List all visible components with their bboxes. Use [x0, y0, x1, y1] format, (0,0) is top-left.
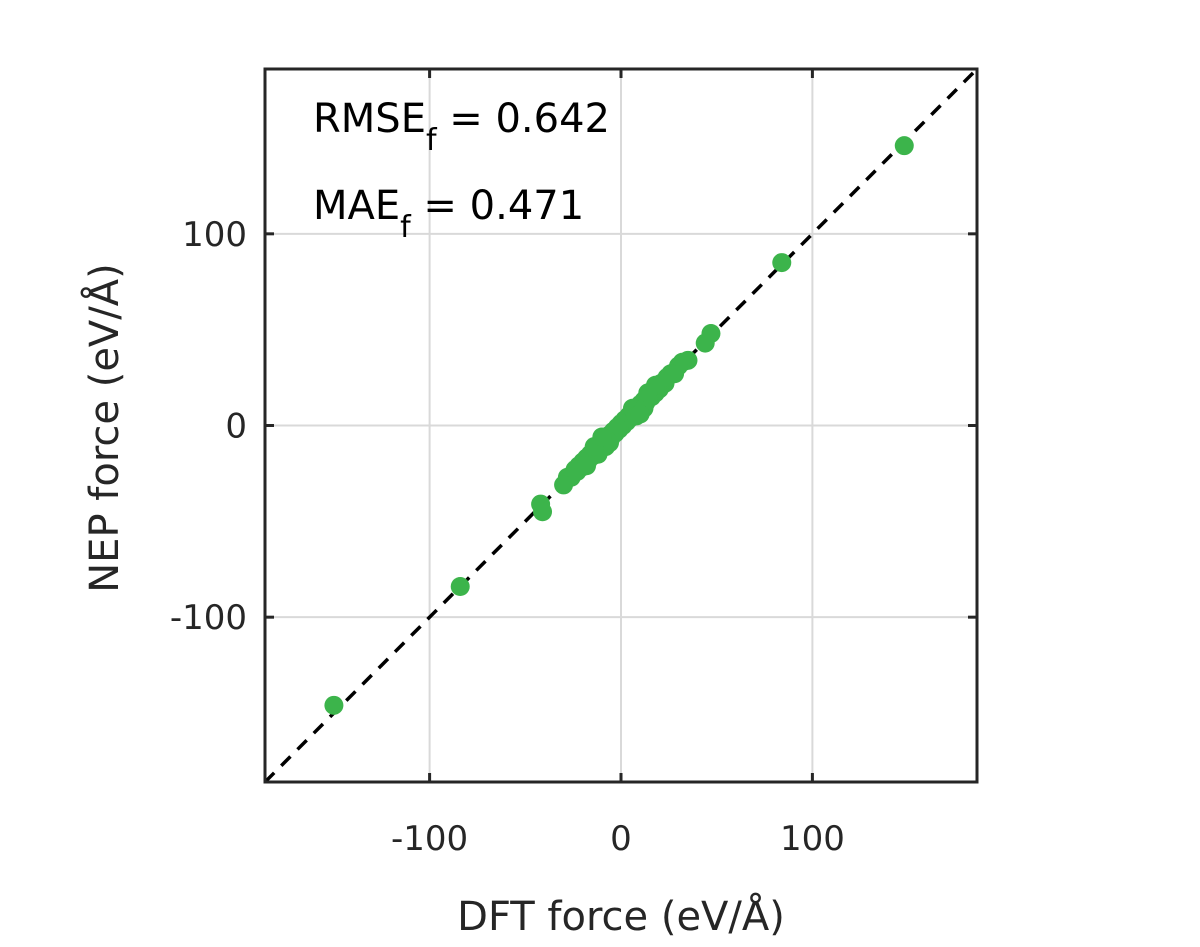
- data-point-68: [638, 383, 658, 403]
- x-tick-label-0: -100: [391, 819, 468, 859]
- x-tick-label-1: 0: [610, 819, 632, 859]
- mae-annotation-value: = 0.471: [411, 183, 584, 229]
- tick-labels: -100 0 100 -100 0 100: [170, 215, 845, 859]
- data-point-70: [630, 404, 650, 424]
- data-point-1: [772, 253, 792, 273]
- mae-annotation-subscript: f: [400, 210, 412, 245]
- mae-annotation-name: MAE: [313, 183, 400, 229]
- rmse-annotation-subscript: f: [426, 123, 438, 158]
- data-point-3: [695, 333, 715, 353]
- x-tick-label-2: 100: [780, 819, 845, 859]
- data-point-71: [592, 427, 612, 447]
- data-point-74: [450, 577, 470, 596]
- y-tick-label-1: 0: [225, 407, 247, 447]
- x-axis-label: DFT force (eV/Å): [457, 892, 785, 940]
- rmse-annotation-name: RMSE: [313, 96, 426, 142]
- y-axis-label: NEP force (eV/Å): [80, 263, 128, 593]
- y-tick-label-0: -100: [170, 598, 247, 638]
- data-point-75: [324, 695, 344, 715]
- reference-line-y-equals-x: [263, 67, 979, 784]
- rmse-annotation: RMSEf = 0.642: [313, 96, 610, 158]
- data-points: [324, 136, 914, 715]
- data-point-0: [894, 136, 914, 156]
- rmse-annotation-value: = 0.642: [437, 96, 610, 142]
- mae-annotation: MAEf = 0.471: [313, 183, 584, 245]
- axis-ticks: [265, 69, 977, 782]
- y-tick-label-2: 100: [182, 215, 247, 255]
- data-point-73: [533, 502, 553, 522]
- data-point-59: [554, 475, 574, 495]
- data-point-67: [577, 456, 597, 476]
